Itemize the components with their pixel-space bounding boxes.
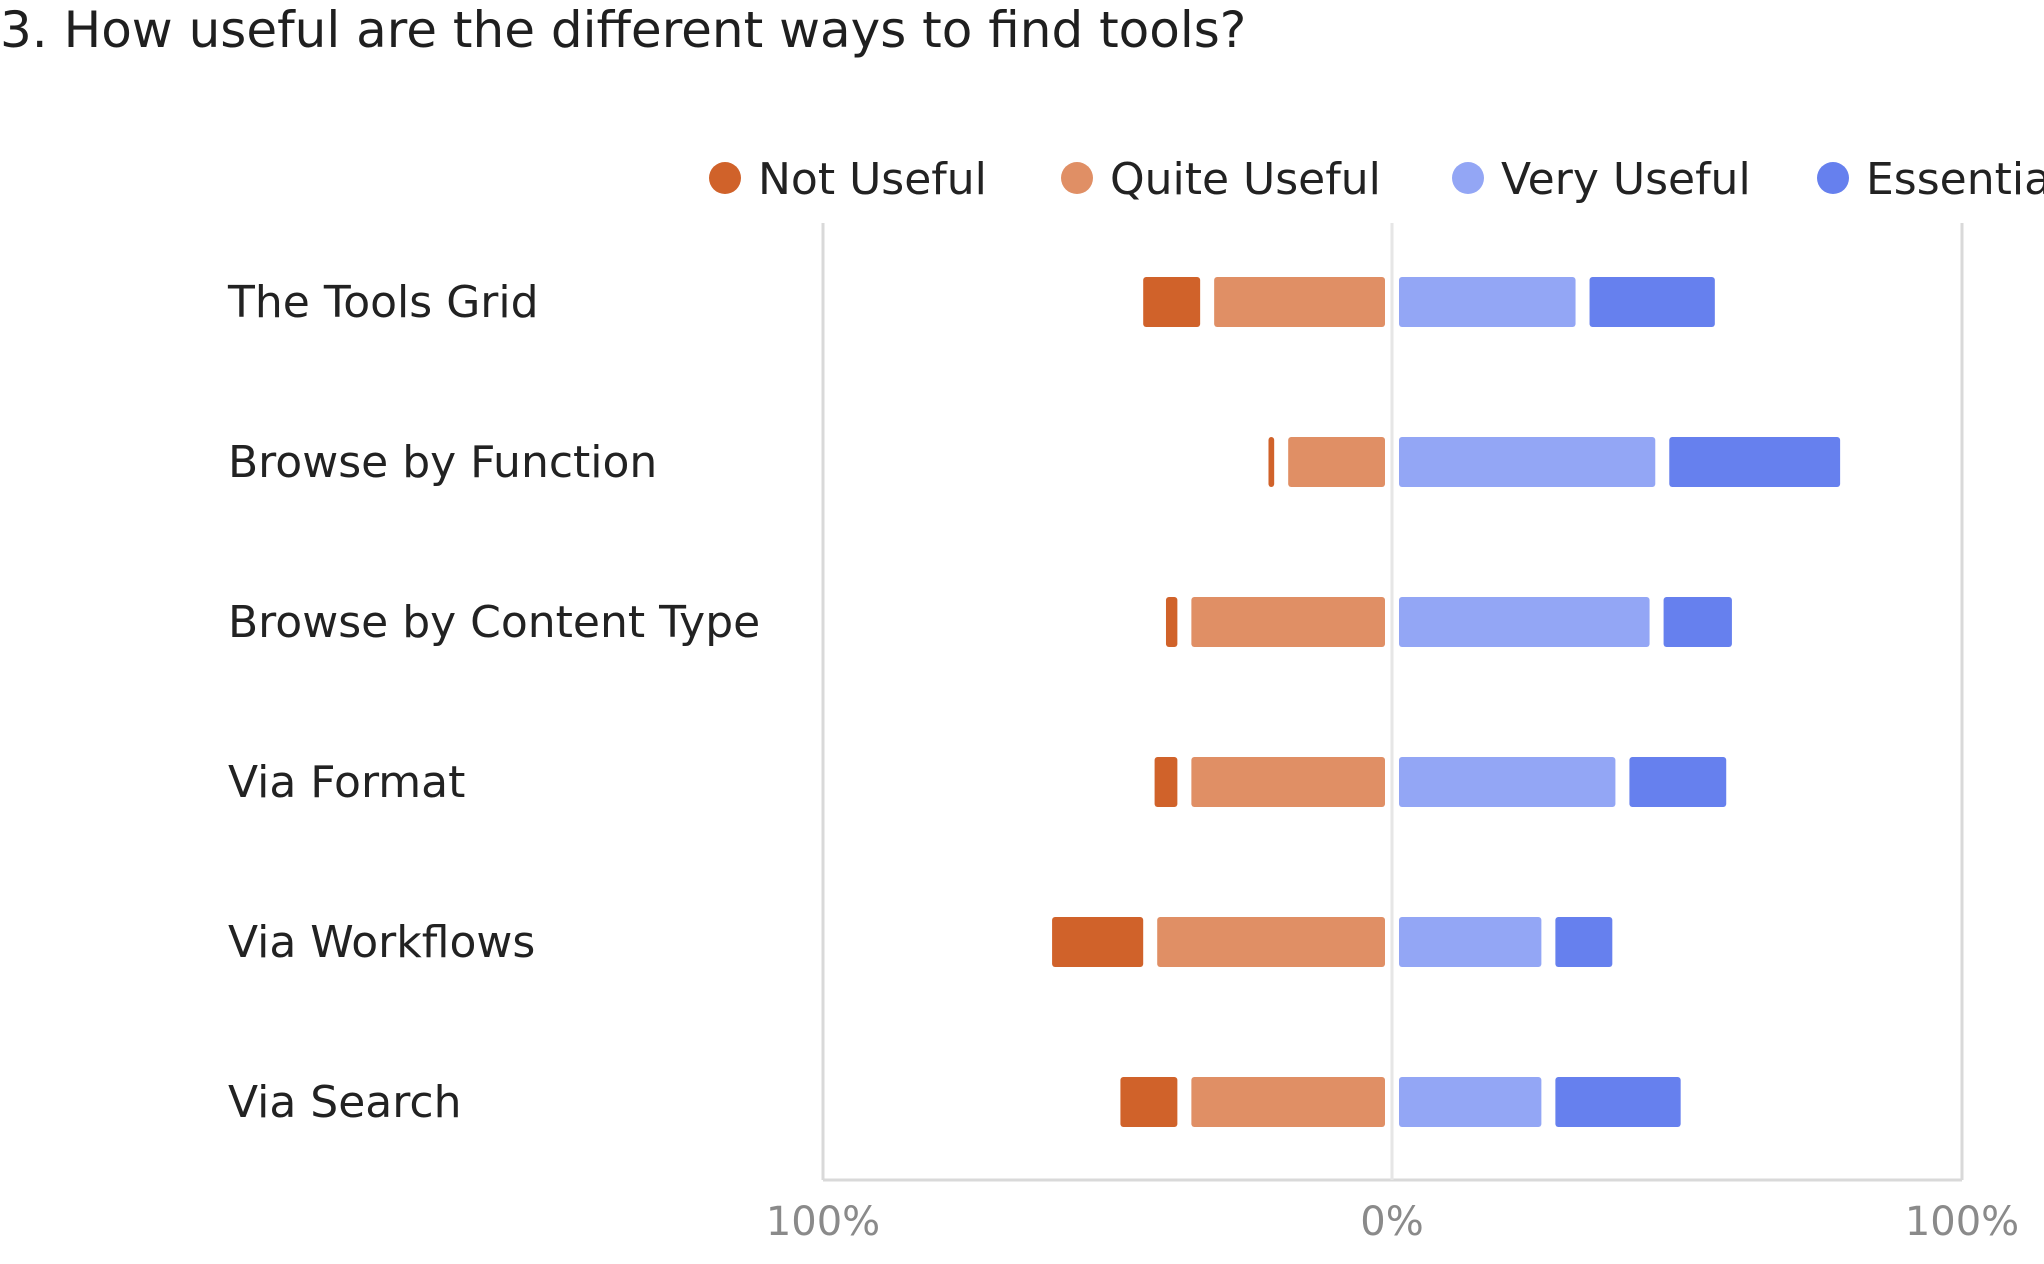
bar-quite-useful [1157,917,1385,967]
bar-not-useful [1154,757,1178,807]
category-label-via-workflows: Via Workflows [228,917,535,968]
bar-essential [1589,277,1715,327]
bar-not-useful [1120,1077,1178,1127]
x-tick-label: 0% [1360,1199,1423,1245]
category-label-the-tools-grid: The Tools Grid [227,277,539,328]
bar-essential [1663,597,1732,647]
bar-quite-useful [1288,437,1385,487]
bar-essential [1669,437,1841,487]
legend-marker-quite-useful [1061,162,1093,194]
bar-quite-useful [1191,757,1385,807]
category-label-via-format: Via Format [228,757,465,808]
bar-not-useful [1165,597,1178,647]
bar-not-useful [1052,917,1144,967]
category-label-browse-by-function: Browse by Function [228,437,657,488]
chart-title: 3. How useful are the different ways to … [0,1,1247,59]
bar-very-useful [1399,1077,1542,1127]
bar-very-useful [1399,597,1650,647]
bar-quite-useful [1191,597,1385,647]
legend-label-quite-useful: Quite Useful [1110,154,1381,205]
bar-very-useful [1399,437,1656,487]
legend-label-very-useful: Very Useful [1501,154,1751,205]
bar-essential [1629,757,1727,807]
bar-not-useful [1268,437,1275,487]
bar-very-useful [1399,757,1616,807]
bar-essential [1555,917,1613,967]
legend-label-not-useful: Not Useful [758,154,987,205]
category-label-browse-by-content-type: Browse by Content Type [228,597,760,648]
category-label-via-search: Via Search [228,1077,461,1128]
x-tick-label: 100% [1905,1199,2019,1245]
bar-quite-useful [1191,1077,1385,1127]
bar-very-useful [1399,277,1576,327]
bar-essential [1555,1077,1681,1127]
x-tick-label: 100% [766,1199,880,1245]
legend-marker-very-useful [1452,162,1484,194]
bar-quite-useful [1214,277,1385,327]
legend-label-essential: Essential [1866,154,2044,205]
legend-marker-not-useful [709,162,741,194]
legend-marker-essential [1817,162,1849,194]
bar-very-useful [1399,917,1542,967]
bar-not-useful [1143,277,1201,327]
